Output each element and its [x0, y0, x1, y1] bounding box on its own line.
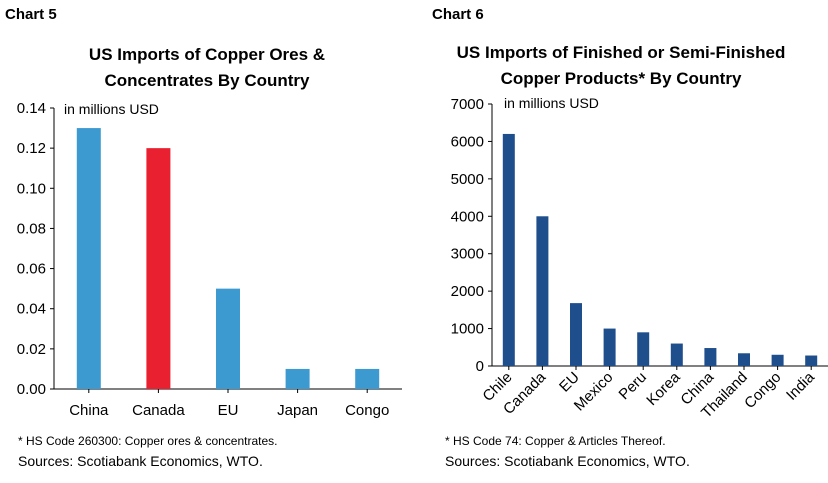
- chart-6-bar-peru: [637, 332, 650, 366]
- chart-6-panel: Chart 6 US Imports of Finished or Semi-F…: [414, 0, 828, 483]
- chart-6-y-tick-label: 5000: [451, 171, 484, 188]
- chart-5-title-line-1: US Imports of Copper Ores &: [88, 45, 326, 64]
- chart-5-x-tick-label: China: [69, 402, 109, 419]
- chart-6-x-tick-label: EU: [556, 369, 583, 396]
- chart-6-bar-thailand: [738, 353, 750, 366]
- chart-5-y-tick-label: 0.02: [17, 341, 46, 358]
- chart-5-unit-label: in millions USD: [64, 101, 159, 117]
- chart-5-x-tick-label: Japan: [277, 402, 318, 419]
- chart-5-x-tick-label: Congo: [345, 402, 389, 419]
- chart-6-y-tick-label: 0: [476, 358, 484, 375]
- chart-5-title: US Imports of Copper Ores & Concentrates…: [0, 42, 414, 94]
- chart-5-panel: Chart 5 US Imports of Copper Ores & Conc…: [0, 6, 414, 469]
- chart-6-x-tick-label: Congo: [741, 369, 784, 412]
- chart-6-y-tick-label: 1000: [451, 321, 484, 338]
- chart-6-bar-congo: [771, 354, 784, 366]
- chart-5-y-tick-label: 0.06: [17, 261, 46, 278]
- chart-5-bar-china: [76, 128, 101, 390]
- chart-6-title: US Imports of Finished or Semi-Finished …: [414, 40, 828, 92]
- chart-6-x-tick-label: Mexico: [571, 369, 617, 415]
- chart-5-bar-congo: [355, 368, 380, 389]
- chart-5-label: Chart 5: [5, 6, 57, 23]
- chart-5-y-tick-label: 0.04: [17, 301, 46, 318]
- chart-5-plot: 0.00 0.02 0.04 0.06 0.08 0.10 0.12 0.14 in milli…: [17, 100, 402, 419]
- chart-5-y-tick-label: 0.14: [17, 100, 46, 117]
- chart-6-label: Chart 6: [432, 6, 484, 23]
- chart-5-footnote: * HS Code 260300: Copper ores & concentr…: [18, 434, 278, 448]
- chart-6-bar-india: [805, 355, 818, 366]
- chart-6-bar-mexico: [603, 328, 616, 366]
- chart-6-bar-korea: [670, 343, 683, 366]
- chart-6-x-tick-label: India: [783, 368, 818, 403]
- chart-5-bar-japan: [285, 368, 310, 389]
- chart-5-y-tick-label: 0.08: [17, 220, 46, 237]
- chart-6-y-tick-label: 3000: [451, 246, 484, 263]
- chart-6-y-tick-label: 2000: [451, 283, 484, 300]
- chart-6-y-tick-label: 7000: [451, 96, 484, 113]
- chart-5-y-tick-label: 0.12: [17, 140, 46, 157]
- chart-6-footnote: * HS Code 74: Copper & Articles Thereof.: [445, 434, 666, 448]
- chart-5-x-tick-label: Canada: [132, 402, 185, 419]
- chart-5-y-tick-label: 0.10: [17, 180, 46, 197]
- chart-5-title-line-2: Concentrates By Country: [104, 71, 310, 90]
- chart-6-bar-eu: [570, 303, 582, 366]
- chart-5-y-tick-label: 0.00: [17, 381, 46, 398]
- chart-6-title-line-2: Copper Products* By Country: [500, 69, 742, 88]
- chart-5-source: Sources: Scotiabank Economics, WTO.: [18, 453, 263, 469]
- chart-6-bar-canada: [536, 216, 549, 366]
- chart-6-unit-label: in millions USD: [504, 95, 599, 111]
- chart-5-bar-eu: [216, 288, 240, 389]
- chart-6-x-tick-label: Korea: [643, 368, 684, 409]
- chart-6-title-line-1: US Imports of Finished or Semi-Finished: [456, 43, 786, 62]
- chart-6-bar-china: [704, 348, 717, 366]
- chart-6-y-tick-label: 4000: [451, 208, 484, 225]
- chart-6-plot: 0 1000 2000 3000 4000 5000 6000 7000 in millions…: [451, 95, 828, 422]
- chart-5-x-tick-label: EU: [218, 402, 239, 419]
- chart-6-y-tick-label: 6000: [451, 133, 484, 150]
- chart-6-source: Sources: Scotiabank Economics, WTO.: [445, 453, 690, 469]
- chart-5-bar-canada: [146, 148, 171, 389]
- chart-6-bar-chile: [502, 133, 515, 366]
